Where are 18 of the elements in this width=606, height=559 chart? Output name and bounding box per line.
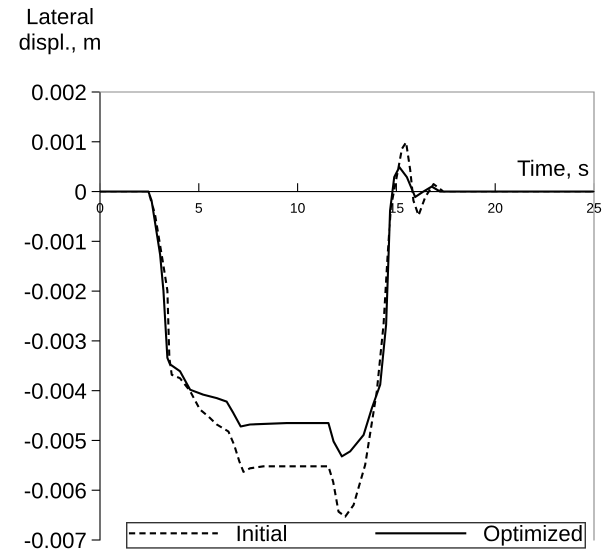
x-axis-title: Time, s — [518, 160, 588, 179]
x-tick-label: 10 — [290, 203, 305, 213]
y-tick-label: -0.004 — [24, 383, 86, 399]
y-tick-label: -0.001 — [24, 234, 86, 250]
y-tick-label: 0.001 — [32, 134, 86, 150]
y-tick-label: 0.002 — [32, 84, 86, 100]
x-tick-label: 20 — [488, 203, 502, 213]
legend-label: Optimized — [484, 524, 582, 546]
x-tick-label: 5 — [195, 203, 202, 213]
y-tick-label: -0.005 — [24, 432, 86, 449]
x-tick-label: 25 — [586, 203, 602, 213]
legend-label: Initial — [238, 524, 286, 542]
y-tick-label: -0.002 — [24, 284, 86, 300]
y-tick-label: 0 — [75, 184, 86, 200]
y-axis-title: Lateral displ., m — [20, 8, 100, 54]
y-tick-label: -0.006 — [24, 482, 86, 498]
y-tick-label: -0.007 — [24, 532, 86, 548]
y-tick-label: -0.003 — [24, 333, 86, 350]
